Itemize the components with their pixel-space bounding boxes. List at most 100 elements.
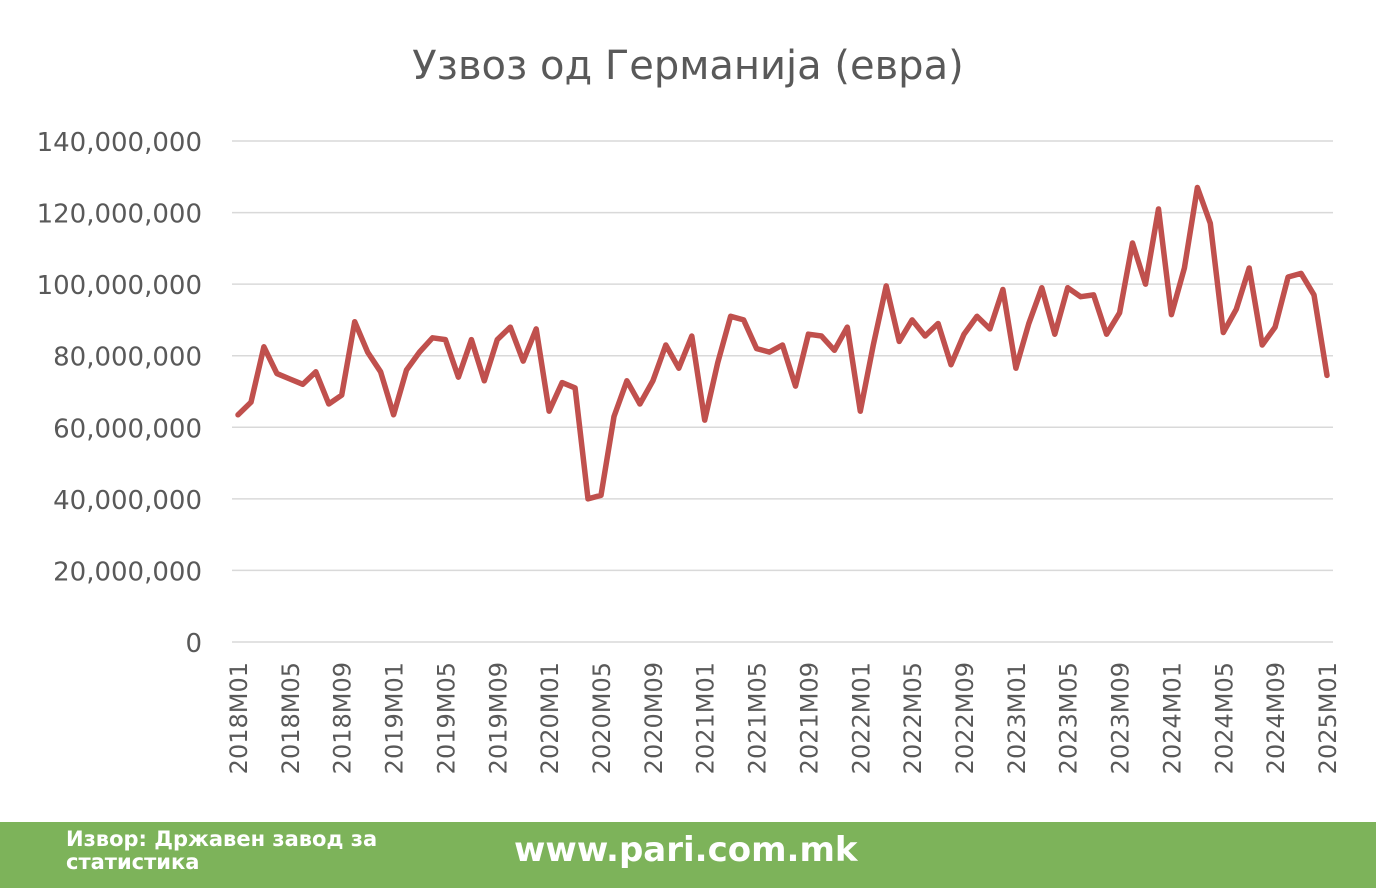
data-point — [845, 325, 849, 329]
x-tick-label: 2024M05 — [1210, 662, 1238, 774]
x-tick-label: 2021M05 — [744, 662, 772, 774]
data-point — [340, 393, 344, 397]
x-tick-label: 2018M05 — [277, 662, 305, 774]
data-point — [456, 375, 460, 379]
data-point — [495, 338, 499, 342]
x-tick-label: 2023M09 — [1107, 662, 1135, 774]
data-point — [1027, 322, 1031, 325]
data-point — [1273, 325, 1277, 329]
data-point — [1247, 266, 1251, 270]
data-point — [301, 382, 305, 386]
data-point — [612, 415, 616, 418]
data-point — [508, 325, 512, 329]
data-point — [586, 497, 590, 501]
data-point — [936, 322, 940, 325]
data-point — [768, 350, 771, 354]
data-point — [755, 347, 759, 351]
data-point — [534, 327, 538, 331]
series-line — [235, 184, 1330, 502]
data-point — [1182, 266, 1186, 270]
gridlines — [232, 140, 1333, 643]
data-point — [781, 343, 784, 347]
data-point — [1066, 286, 1070, 290]
data-point — [664, 343, 668, 347]
data-point — [1001, 288, 1005, 291]
footer-bar: Извор: Државен завод за статистика www.p… — [0, 822, 1376, 888]
y-axis-tick-labels: 0 20,000,000 40,000,000 60,000,000 80,000,00… — [37, 128, 202, 659]
data-point — [832, 348, 836, 352]
data-point — [858, 409, 862, 413]
y-tick-label: 100,000,000 — [37, 271, 202, 301]
x-tick-label: 2019M09 — [484, 662, 512, 774]
data-point — [1014, 366, 1018, 370]
data-point — [405, 368, 408, 372]
data-point — [379, 370, 383, 374]
data-point — [923, 334, 927, 338]
data-point — [547, 409, 551, 413]
data-point — [1312, 293, 1316, 297]
x-axis-tick-labels: 2018M01 2018M05 2018M09 2019M01 2019M05 2019M… — [225, 662, 1342, 774]
data-point — [1195, 186, 1199, 189]
chart-area: Узвоз од Германија (евра) 0 20,000,000 40,… — [37, 43, 1342, 774]
data-point — [625, 379, 629, 383]
data-point — [1079, 295, 1083, 299]
data-point — [871, 343, 875, 347]
data-point — [1299, 271, 1303, 275]
data-point — [884, 284, 888, 288]
data-point — [1053, 332, 1057, 336]
data-point — [431, 336, 434, 340]
data-point — [1286, 275, 1290, 279]
x-tick-label: 2024M09 — [1262, 662, 1290, 774]
data-point — [1131, 241, 1134, 245]
data-point — [794, 384, 797, 388]
data-point — [975, 314, 979, 318]
y-tick-label: 120,000,000 — [37, 200, 202, 230]
x-tick-label: 2025M01 — [1314, 662, 1342, 774]
y-tick-label: 20,000,000 — [53, 557, 202, 587]
series-layer — [235, 184, 1330, 502]
data-point — [314, 370, 318, 374]
data-point — [1260, 343, 1264, 347]
data-point — [806, 332, 810, 336]
data-point — [1092, 293, 1096, 297]
data-point — [819, 334, 823, 338]
data-point — [897, 339, 901, 343]
data-point — [1040, 286, 1044, 290]
data-point — [418, 350, 421, 354]
data-point — [949, 363, 953, 367]
data-point — [1105, 332, 1109, 336]
data-point — [703, 418, 707, 422]
data-point — [1144, 282, 1147, 286]
y-tick-label: 80,000,000 — [53, 343, 202, 373]
y-tick-label: 60,000,000 — [53, 414, 202, 444]
x-tick-label: 2019M05 — [432, 662, 460, 774]
data-point — [988, 327, 992, 331]
data-point — [729, 314, 733, 318]
data-point — [742, 318, 746, 322]
website-link[interactable]: www.pari.com.mk — [514, 830, 858, 870]
data-point — [1208, 221, 1212, 225]
data-point — [1234, 307, 1238, 311]
data-point — [1118, 311, 1122, 315]
data-point — [910, 318, 914, 322]
x-tick-label: 2023M05 — [1055, 662, 1083, 774]
data-point — [690, 334, 694, 338]
x-tick-label: 2023M01 — [1003, 662, 1031, 774]
data-point — [638, 402, 642, 406]
x-tick-label: 2022M01 — [847, 662, 875, 774]
data-point — [392, 413, 396, 417]
data-point — [651, 379, 655, 383]
data-point — [521, 359, 525, 363]
data-point — [275, 372, 279, 376]
data-point — [469, 338, 473, 342]
y-tick-label: 0 — [185, 629, 202, 659]
y-tick-label: 40,000,000 — [53, 486, 202, 516]
source-note: Извор: Државен завод за статистика — [66, 827, 378, 874]
x-tick-label: 2020M09 — [640, 662, 668, 774]
x-tick-label: 2021M01 — [692, 662, 720, 774]
x-tick-label: 2024M01 — [1158, 662, 1186, 774]
x-tick-label: 2018M01 — [225, 662, 253, 774]
data-point — [353, 320, 357, 324]
x-tick-label: 2019M01 — [381, 662, 409, 774]
chart-title: Узвоз од Германија (евра) — [412, 43, 963, 89]
